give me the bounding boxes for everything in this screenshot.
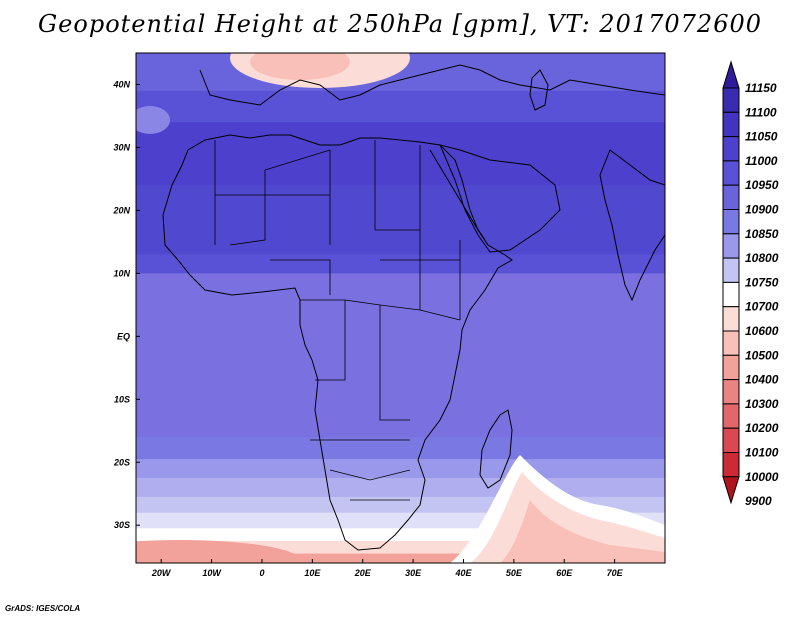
border-line <box>214 140 421 246</box>
colorbar-segment <box>722 184 740 210</box>
lat-tick-label: 10S <box>114 394 130 404</box>
lon-tick-label: 50E <box>506 568 523 578</box>
contour-fill-bands <box>136 53 665 563</box>
coastlines <box>162 64 665 551</box>
colorbar-segment <box>722 160 740 186</box>
colorbar-label: 10600 <box>745 324 779 338</box>
colorbar-label: 10900 <box>745 203 779 217</box>
colorbar-label: 9900 <box>745 494 772 508</box>
colorbar-label: 11050 <box>745 130 778 144</box>
colorbar-label: 11000 <box>745 154 778 168</box>
longitude-axis: 20W 10W 0 10E 20E 30E 40E 50E 60E 70E <box>151 559 624 578</box>
africa-coastline <box>162 134 513 551</box>
country-borders <box>214 140 461 501</box>
colorbar-segment <box>722 427 740 454</box>
lat-tick-label: 20S <box>113 457 130 467</box>
colorbar-label: 11150 <box>745 81 777 95</box>
contour-band <box>136 273 665 438</box>
lon-tick-label: 0 <box>259 568 264 578</box>
colorbar-label: 10500 <box>745 348 779 362</box>
colorbar-label: 10400 <box>745 373 779 387</box>
colorbar-segment <box>722 233 740 259</box>
atlantic-patch <box>136 106 170 134</box>
lat-tick-label: EQ <box>117 331 130 341</box>
lat-tick-label: 20N <box>112 205 130 215</box>
lon-tick-label: 30E <box>405 568 422 578</box>
contour-band <box>136 553 665 563</box>
contour-band <box>136 459 665 479</box>
colorbar-segment <box>722 306 740 332</box>
border-line <box>270 230 461 320</box>
north-high-core <box>250 53 350 80</box>
lat-tick-label: 40N <box>112 79 130 89</box>
colorbar-segment <box>722 403 740 429</box>
southern-ridge-core <box>500 500 665 563</box>
south-low-lobe <box>136 540 300 563</box>
lon-tick-label: 10E <box>304 568 321 578</box>
colorbar-label: 11100 <box>745 105 777 119</box>
colorbar-label: 10850 <box>745 227 779 241</box>
lon-tick-label: 20W <box>151 568 172 578</box>
grads-credit: GrADS: IGES/COLA <box>5 604 81 613</box>
lon-tick-label: 40E <box>454 568 472 578</box>
colorbar-arrow-bottom <box>722 476 740 505</box>
colorbar: 11150 11100 11050 11000 10950 10900 10850 10800… <box>722 60 779 508</box>
colorbar-segment <box>722 87 740 113</box>
colorbar-label: 10000 <box>745 470 779 484</box>
colorbar-segment <box>722 281 740 308</box>
colorbar-label: 10100 <box>745 446 779 460</box>
europe-coastline <box>199 64 665 106</box>
red-sea-coastline <box>429 149 486 241</box>
lon-tick-label: 60E <box>556 568 573 578</box>
contour-band <box>136 90 665 123</box>
colorbar-segment <box>722 330 740 356</box>
contour-band <box>136 185 665 255</box>
colorbar-label: 10200 <box>745 421 779 435</box>
colorbar-label: 10950 <box>745 178 779 192</box>
caspian-coastline <box>529 69 549 111</box>
contour-band <box>136 122 665 186</box>
colorbar-segment <box>722 257 740 283</box>
colorbar-segment <box>722 209 740 235</box>
lon-tick-label: 10W <box>202 568 222 578</box>
contour-band <box>136 437 665 460</box>
lon-tick-label: 20E <box>354 568 372 578</box>
map-title: Geopotential Height at 250hPa [gpm], VT:… <box>38 10 762 38</box>
colorbar-segment <box>722 452 740 478</box>
arabia-coastline <box>439 144 561 253</box>
colorbar-arrow-top <box>722 60 740 89</box>
colorbar-label: 10700 <box>745 300 779 314</box>
india-coastline <box>599 149 665 302</box>
colorbar-label: 10300 <box>745 397 779 411</box>
lat-tick-label: 30S <box>114 520 130 530</box>
contour-band <box>136 254 665 274</box>
contour-band <box>136 478 665 498</box>
lat-tick-label: 30N <box>113 142 130 152</box>
madagascar-coastline <box>479 409 513 489</box>
latitude-axis: 40N 30N 20N 10N EQ 10S 20S 30S <box>112 79 140 530</box>
plot-area <box>136 53 665 563</box>
lon-tick-label: 70E <box>607 568 624 578</box>
plot-frame <box>135 52 666 564</box>
colorbar-label: 10750 <box>745 275 779 289</box>
colorbar-segment <box>722 136 740 162</box>
colorbar-label: 10800 <box>745 251 779 265</box>
colorbar-segment <box>722 354 740 381</box>
lat-tick-label: 10N <box>113 268 130 278</box>
colorbar-segment <box>722 111 740 138</box>
border-line <box>300 299 461 501</box>
colorbar-segment <box>722 379 740 405</box>
